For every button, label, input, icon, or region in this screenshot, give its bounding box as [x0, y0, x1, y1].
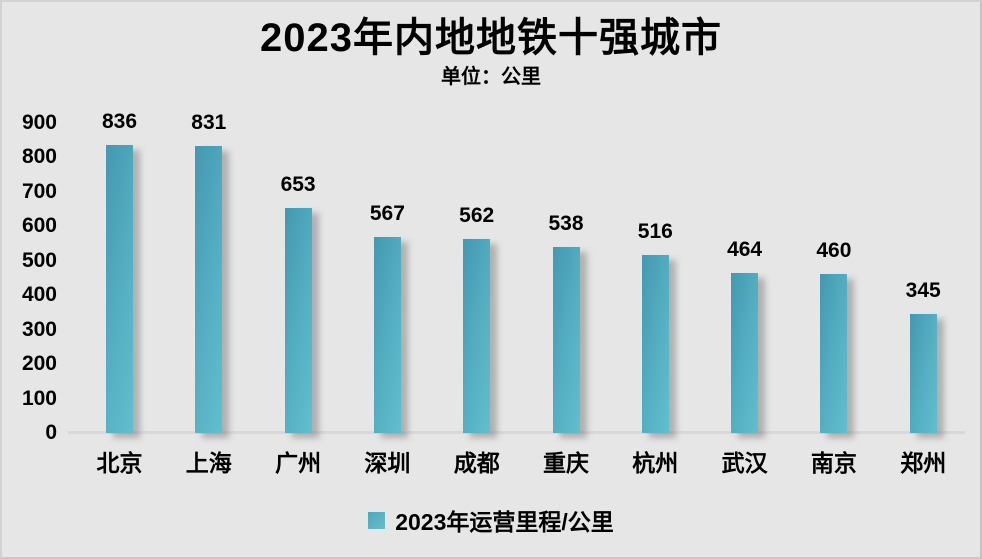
category-label-南京: 南京 [810, 450, 857, 476]
bar-重庆 [552, 247, 580, 433]
bar-武汉 [731, 272, 759, 433]
legend: 2023年运营里程/公里 [2, 504, 980, 536]
bar-北京 [106, 144, 133, 433]
category-label-成都: 成都 [453, 450, 500, 476]
value-label-杭州: 516 [637, 219, 673, 243]
y-axis-tick-label: 0 [45, 421, 57, 444]
y-axis-tick-label: 100 [21, 386, 57, 410]
value-label-南京: 460 [816, 239, 852, 263]
category-label-武汉: 武汉 [721, 450, 768, 476]
value-label-郑州: 345 [905, 278, 941, 302]
legend-swatch-icon [368, 511, 386, 529]
category-label-上海: 上海 [185, 450, 232, 476]
bar-成都 [463, 239, 491, 433]
y-axis-tick-label: 700 [21, 179, 57, 203]
chart-subtitle: 单位：公里 [441, 66, 541, 88]
category-label-郑州: 郑州 [900, 450, 947, 476]
x-axis-line [68, 431, 965, 434]
y-axis-tick-label: 500 [21, 248, 57, 272]
category-label-北京: 北京 [96, 450, 143, 476]
y-axis-tick-label: 300 [21, 317, 57, 341]
value-label-武汉: 464 [727, 237, 763, 261]
category-label-杭州: 杭州 [632, 450, 679, 476]
y-axis-tick-label: 600 [21, 214, 57, 237]
legend-label: 2023年运营里程/公里 [395, 509, 614, 535]
category-label-深圳: 深圳 [364, 450, 411, 476]
value-label-深圳: 567 [369, 202, 405, 226]
value-label-广州: 653 [280, 172, 316, 196]
category-label-重庆: 重庆 [543, 450, 589, 476]
category-label-广州: 广州 [275, 450, 322, 476]
y-axis-tick-label: 900 [21, 110, 57, 134]
value-label-成都: 562 [459, 204, 495, 228]
chart-title: 2023年内地地铁十强城市 [260, 16, 722, 60]
bar-杭州 [641, 254, 669, 433]
value-label-上海: 831 [191, 111, 227, 135]
value-label-北京: 836 [101, 109, 138, 133]
bar-上海 [195, 146, 223, 433]
bar-深圳 [373, 237, 401, 433]
bar-南京 [820, 274, 848, 433]
y-axis-tick-label: 400 [21, 283, 57, 306]
bar-广州 [284, 207, 312, 433]
y-axis-tick-label: 200 [21, 352, 57, 375]
bar-郑州 [909, 313, 937, 433]
value-label-重庆: 538 [548, 212, 584, 236]
y-axis-tick-label: 800 [21, 145, 57, 168]
